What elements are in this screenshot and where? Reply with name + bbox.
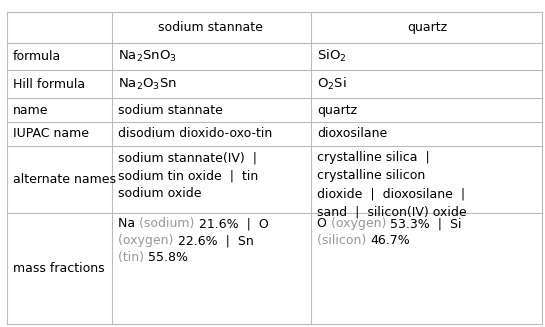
Text: IUPAC name: IUPAC name xyxy=(13,128,88,140)
Text: sodium stannate(IV)  |
sodium tin oxide  |  tin
sodium oxide: sodium stannate(IV) | sodium tin oxide |… xyxy=(118,151,258,200)
Text: 22.6%  |  Sn: 22.6% | Sn xyxy=(178,234,253,248)
Text: 21.6%  |  O: 21.6% | O xyxy=(199,217,269,231)
Text: crystalline silica  |
crystalline silicon
dioxide  |  dioxosilane  |
sand  |  si: crystalline silica | crystalline silicon… xyxy=(317,151,467,218)
Text: (tin): (tin) xyxy=(118,251,148,265)
Text: disodium dioxido-oxo-tin: disodium dioxido-oxo-tin xyxy=(118,128,272,140)
Text: $\mathregular{O_2Si}$: $\mathregular{O_2Si}$ xyxy=(317,76,347,92)
Text: sodium stannate: sodium stannate xyxy=(118,104,223,116)
Text: quartz: quartz xyxy=(407,21,447,34)
Text: (oxygen): (oxygen) xyxy=(331,217,390,231)
Text: O: O xyxy=(317,217,331,231)
Text: $\mathregular{Na_2O_3Sn}$: $\mathregular{Na_2O_3Sn}$ xyxy=(118,77,177,92)
Text: alternate names: alternate names xyxy=(13,173,116,186)
Text: name: name xyxy=(13,104,48,116)
Text: (sodium): (sodium) xyxy=(140,217,199,231)
Text: Na: Na xyxy=(118,217,140,231)
Text: $\mathregular{Na_2SnO_3}$: $\mathregular{Na_2SnO_3}$ xyxy=(118,49,177,64)
Text: quartz: quartz xyxy=(317,104,358,116)
Text: (silicon): (silicon) xyxy=(317,234,371,248)
Text: sodium stannate: sodium stannate xyxy=(159,21,263,34)
Text: 55.8%: 55.8% xyxy=(148,251,188,265)
Text: formula: formula xyxy=(13,50,61,63)
Text: (oxygen): (oxygen) xyxy=(118,234,178,248)
Text: 46.7%: 46.7% xyxy=(371,234,410,248)
Text: mass fractions: mass fractions xyxy=(13,262,104,275)
Text: $\mathregular{SiO_2}$: $\mathregular{SiO_2}$ xyxy=(317,48,347,64)
Text: Hill formula: Hill formula xyxy=(13,78,84,91)
Text: dioxosilane: dioxosilane xyxy=(317,128,387,140)
Text: 53.3%  |  Si: 53.3% | Si xyxy=(390,217,462,231)
